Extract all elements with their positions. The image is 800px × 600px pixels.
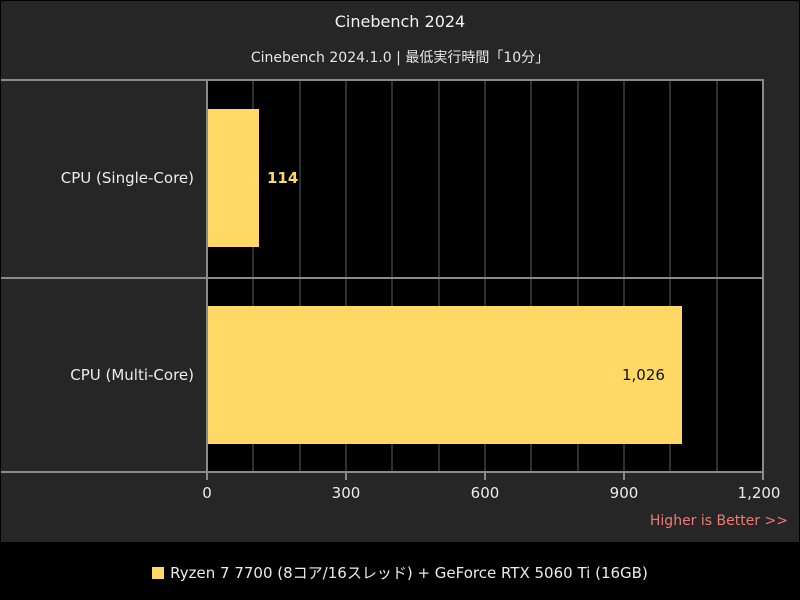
x-tick: [345, 472, 347, 480]
x-tick-label: 600: [470, 484, 500, 502]
bar-multi-core: [208, 306, 682, 444]
gridline: [252, 80, 254, 472]
x-tick: [206, 472, 208, 480]
gridline: [716, 80, 718, 472]
value-label-single-core: 114: [267, 169, 299, 187]
x-tick-label: 900: [609, 484, 639, 502]
legend-swatch: [152, 567, 165, 579]
y-axis-line: [206, 80, 208, 480]
gridline: [623, 80, 625, 472]
right-border-line: [762, 80, 764, 480]
gridline: [484, 80, 486, 472]
gridline: [530, 80, 532, 472]
chart-subtitle: Cinebench 2024.1.0 | 最低実行時間「10分」: [250, 50, 550, 66]
category-separator: [1, 277, 764, 279]
bar-single-core: [208, 109, 259, 247]
x-axis-line: [1, 471, 764, 473]
x-tick-label: 300: [331, 484, 361, 502]
higher-is-better-note: Higher is Better >>: [649, 513, 788, 529]
top-border-line: [1, 79, 764, 81]
x-tick-label: 1,200: [737, 484, 781, 502]
value-label-multi-core: 1,026: [622, 366, 665, 384]
x-tick: [484, 472, 486, 480]
legend: Ryzen 7 7700 (8コア/16スレッド) + GeForce RTX …: [0, 562, 800, 583]
gridline: [438, 80, 440, 472]
gridline: [391, 80, 393, 472]
category-label-single-core: CPU (Single-Core): [60, 169, 194, 187]
x-tick: [762, 472, 764, 480]
gridline: [669, 80, 671, 472]
x-tick: [623, 472, 625, 480]
gridline: [299, 80, 301, 472]
chart-title: Cinebench 2024: [334, 12, 466, 31]
gridline: [577, 80, 579, 472]
gridline: [345, 80, 347, 472]
category-label-multi-core: CPU (Multi-Core): [70, 366, 194, 384]
legend-label: Ryzen 7 7700 (8コア/16スレッド) + GeForce RTX …: [170, 564, 648, 582]
x-tick-label: 0: [202, 484, 212, 502]
